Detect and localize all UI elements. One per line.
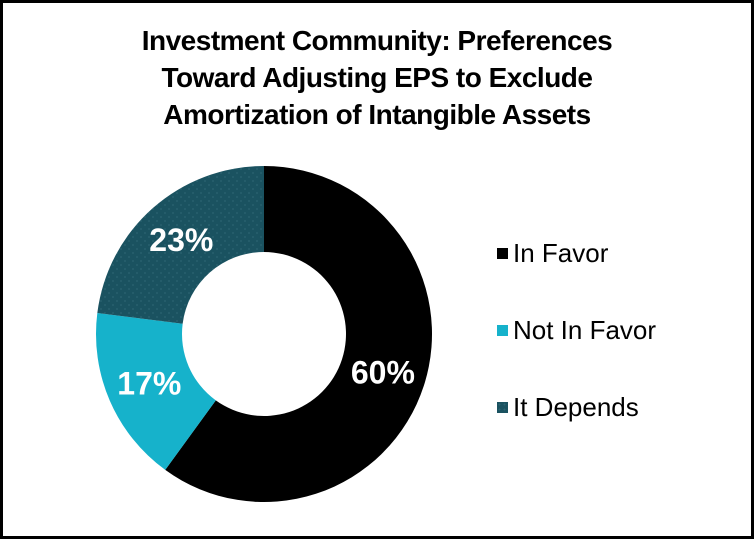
- slice-label-60%: 60%: [351, 355, 415, 391]
- legend-swatch-not-in-favor: [497, 324, 508, 336]
- slice-label-17%: 17%: [117, 366, 181, 402]
- chart-title-line-2: Toward Adjusting EPS to Exclude: [161, 62, 593, 93]
- donut-slice-in-favor: [165, 166, 433, 502]
- legend-label-it-depends: It Depends: [513, 392, 639, 422]
- legend-item-not-in-favor: Not In Favor: [497, 316, 656, 344]
- donut-slice-not-in-favor: [95, 312, 216, 470]
- chart-title: Investment Community: Preferences Toward…: [3, 22, 751, 133]
- legend-item-in-favor: In Favor: [497, 239, 656, 267]
- legend-label-in-favor: In Favor: [513, 238, 609, 268]
- legend-swatch-it-depends: [497, 401, 508, 413]
- chart-title-line-3: Amortization of Intangible Assets: [163, 99, 591, 130]
- legend-swatch-in-favor: [497, 247, 508, 259]
- donut-chart: 60% 17% 23%: [95, 166, 433, 502]
- legend: In Favor Not In Favor It Depends: [497, 239, 656, 421]
- chart-title-line-1: Investment Community: Preferences: [141, 25, 613, 56]
- legend-label-not-in-favor: Not In Favor: [513, 315, 657, 345]
- legend-item-it-depends: It Depends: [497, 393, 656, 421]
- donut-slice-it-depends: [97, 166, 264, 324]
- slice-label-23%: 23%: [149, 222, 213, 258]
